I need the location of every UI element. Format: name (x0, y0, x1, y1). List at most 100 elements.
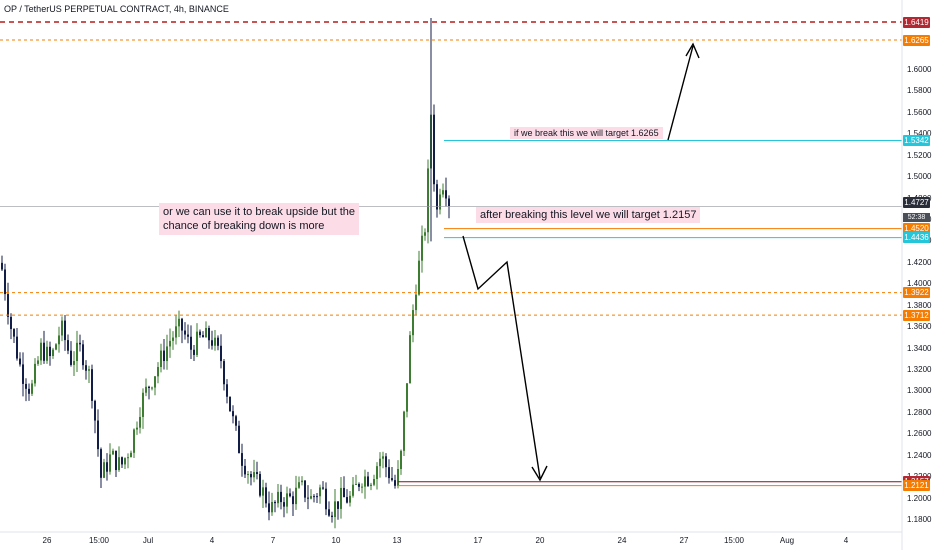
candle-body (337, 501, 339, 509)
candle-body (274, 501, 276, 504)
candle-body (55, 344, 57, 350)
time-tick-label: 4 (209, 536, 215, 545)
time-tick-label: Jul (142, 536, 154, 545)
candle-body (415, 294, 417, 311)
candle-body (358, 483, 360, 487)
price-tick-label: 1.5600 (907, 107, 932, 117)
candle-body (52, 349, 54, 357)
candle-body (250, 474, 252, 478)
candle-body (160, 350, 162, 368)
candle-body (115, 450, 117, 471)
candle-body (133, 429, 135, 453)
candle-body (208, 328, 210, 341)
candle-body (25, 383, 27, 389)
candle-body (409, 335, 411, 384)
time-tick-label: 17 (473, 536, 483, 545)
price-level-tag[interactable]: 1.4436 (903, 232, 930, 244)
price-level-tag[interactable]: 1.5342 (903, 135, 930, 146)
candle-body (238, 425, 240, 454)
price-tick-label: 1.3400 (907, 343, 932, 353)
candle-body (112, 450, 114, 455)
candle-body (154, 376, 156, 388)
candle-body (427, 168, 429, 233)
candle-body (352, 484, 354, 496)
time-tick-label: 7 (270, 536, 276, 545)
candle-body (148, 386, 150, 389)
upside-arrowhead (685, 42, 700, 59)
candle-body (46, 346, 48, 361)
price-tick-label: 1.4200 (907, 257, 932, 267)
candle-body (280, 491, 282, 503)
candle-body (202, 335, 204, 338)
candle-body (268, 503, 270, 513)
candle-body (40, 342, 42, 361)
candle-body (436, 184, 438, 210)
candle-body (58, 335, 60, 345)
candle-body (433, 114, 435, 185)
time-tick-label: 4 (843, 536, 849, 545)
candle-body (121, 457, 123, 465)
price-level-tag[interactable]: 1.3712 (903, 309, 930, 321)
candle-body (184, 330, 186, 335)
candle-body (85, 365, 87, 371)
time-tick-label: 26 (42, 536, 52, 545)
time-tick-label: 15:00 (88, 536, 110, 545)
candle-body (385, 456, 387, 468)
candle-body (340, 487, 342, 509)
candle-body (295, 487, 297, 505)
candle-body (391, 478, 393, 481)
time-tick-label: 27 (679, 536, 689, 545)
annotation-line-2: chance of breaking down is more (163, 220, 325, 232)
price-tick-label: 1.5200 (907, 150, 932, 160)
price-tick-label: 1.1800 (907, 515, 932, 524)
candle-body (406, 383, 408, 412)
candle-body (394, 480, 396, 486)
candle-body (49, 346, 51, 357)
candle-body (127, 457, 129, 459)
candle-body (346, 497, 348, 503)
candle-body (325, 488, 327, 510)
candle-body (100, 449, 102, 478)
candle-body (172, 337, 174, 341)
candle-body (16, 336, 18, 359)
annotation-line-1: or we can use it to break upside but the (163, 206, 356, 218)
candle-body (34, 363, 36, 384)
price-tick-label: 1.4000 (907, 279, 932, 289)
price-level-tag[interactable]: 1.6419 (903, 16, 930, 28)
current-price-tag[interactable]: 1.4727 (903, 197, 930, 209)
candle-body (196, 331, 198, 355)
candle-body (166, 346, 168, 361)
candle-body (61, 320, 63, 336)
price-level-tag[interactable]: 1.6265 (903, 34, 930, 46)
price-level-tag[interactable]: 1.4520 (903, 223, 930, 235)
candle-body (82, 344, 84, 366)
price-tick-label: 1.6000 (907, 65, 932, 74)
candle-body (322, 487, 324, 489)
price-level-tag[interactable]: 1.2121 (903, 480, 930, 492)
candle-body (181, 318, 183, 331)
price-tick-label: 1.3800 (907, 300, 932, 310)
candle-body (283, 502, 285, 507)
candle-body (163, 350, 165, 361)
price-level-tag[interactable]: 1.3922 (903, 287, 930, 299)
candle-body (328, 509, 330, 516)
candle-body (298, 482, 300, 488)
candle-body (343, 487, 345, 498)
price-tick-label: 1.2000 (907, 493, 932, 503)
price-tick-label: 1.2400 (907, 450, 932, 460)
annotation-alternative-scenario[interactable]: or we can use it to break upside but the… (159, 203, 360, 235)
candle-body (412, 310, 414, 336)
annotation-upside-target[interactable]: if we break this we will target 1.6265 (510, 127, 663, 139)
candle-body (319, 487, 321, 497)
candle-body (22, 364, 24, 384)
candle-body (310, 496, 312, 499)
candle-body (91, 369, 93, 401)
candle-body (388, 467, 390, 479)
candle-body (259, 474, 261, 496)
candle-body (73, 360, 75, 365)
candle-body (442, 190, 444, 195)
candle-body (79, 342, 81, 345)
candle-body (397, 468, 399, 486)
annotation-downside-target[interactable]: after breaking this level we will target… (476, 207, 701, 223)
